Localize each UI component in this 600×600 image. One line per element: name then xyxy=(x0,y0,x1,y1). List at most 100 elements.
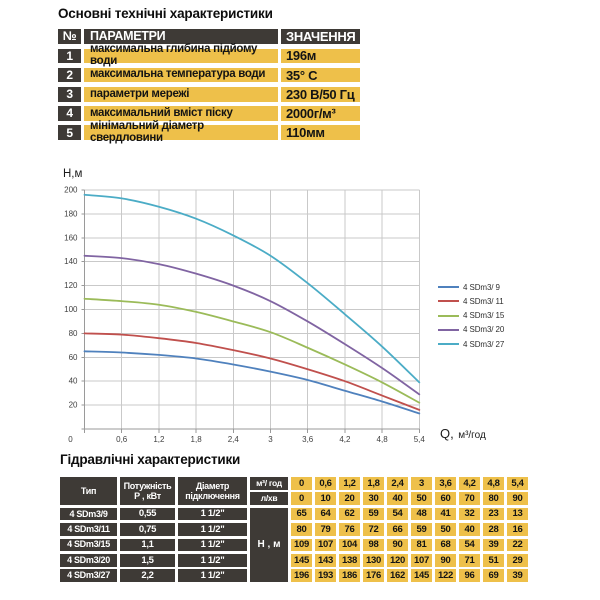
hyd-head-value: 193 xyxy=(315,569,336,582)
hyd-head-value: 90 xyxy=(435,553,456,567)
chart-x-axis-label-unit: м³/год xyxy=(458,430,486,441)
hyd-row-power: 1,5 xyxy=(120,553,175,567)
hyd-row-type: 4 SDm3/11 xyxy=(60,523,117,536)
hyd-head-value: 104 xyxy=(339,538,360,552)
legend-item: 4 SDm3/ 15 xyxy=(438,309,504,323)
hyd-head-value: 80 xyxy=(291,523,312,536)
hyd-head-value: 51 xyxy=(483,553,504,567)
hyd-flow-m3h-value: 3,6 xyxy=(435,477,456,490)
hyd-flow-lmin-value: 60 xyxy=(435,492,456,505)
hyd-header-diameter-line: Діаметр xyxy=(195,480,230,491)
x-tick-label: 4,8 xyxy=(377,435,389,444)
hyd-header-diameter-line: підключення xyxy=(185,490,240,501)
hyd-row-diameter: 1 1/2" xyxy=(178,523,247,536)
hyd-row-type: 4 SDm3/20 xyxy=(60,553,117,567)
hyd-head-value: 54 xyxy=(387,507,408,521)
x-tick-label: 0 xyxy=(68,435,73,444)
chart-x-axis-label-q: Q, xyxy=(440,426,454,441)
x-tick-label: 1,8 xyxy=(191,435,203,444)
legend-line-swatch xyxy=(438,314,459,317)
x-tick-label: 4,2 xyxy=(339,435,351,444)
spec-table: № ПАРАМЕТРИ ЗНАЧЕННЯ 1 максимальна глибина п… xyxy=(58,29,360,143)
hyd-row-diameter: 1 1/2" xyxy=(178,553,247,567)
hyd-head-value: 145 xyxy=(291,553,312,567)
y-tick-label: 60 xyxy=(69,353,78,362)
hyd-head-value: 90 xyxy=(387,538,408,552)
series-curve xyxy=(83,193,421,384)
hyd-flow-m3h-value: 0,6 xyxy=(315,477,336,490)
spec-row-parameter: мінімальний діаметр свердловини xyxy=(84,121,278,143)
hyd-head-value: 79 xyxy=(315,523,336,536)
spec-row-number: 2 xyxy=(58,67,81,83)
x-tick-label: 1,2 xyxy=(153,435,165,444)
series-curve xyxy=(83,254,421,396)
hyd-row-power: 1,1 xyxy=(120,538,175,552)
hyd-head-value: 40 xyxy=(459,523,480,536)
hyd-head-value: 130 xyxy=(363,553,384,567)
legend-line-swatch xyxy=(438,328,459,331)
y-tick-label: 40 xyxy=(69,377,78,386)
hydraulic-table: Тип Потужність Р , кВт Діаметр підключення м³… xyxy=(60,477,528,582)
hyd-flow-m3h-value: 1,2 xyxy=(339,477,360,490)
y-tick-label: 100 xyxy=(64,305,78,314)
hyd-header-diameter: Діаметр підключення xyxy=(178,477,247,505)
pump-curves-chart: Н,м 20 40 60 80 100 120 140 160 180 200 0 0,6 1,2 1,8… xyxy=(0,165,600,465)
series-curve xyxy=(83,350,421,415)
hyd-head-value: 72 xyxy=(363,523,384,536)
chart-x-axis-label: Q, м³/год xyxy=(440,425,486,443)
series-curve xyxy=(83,297,421,404)
y-tick-label: 200 xyxy=(64,186,78,195)
hyd-header-flow-lmin: л/хв xyxy=(250,492,288,505)
hyd-header-power-line: Р , кВт xyxy=(134,490,161,501)
hyd-head-value: 122 xyxy=(435,569,456,582)
hyd-head-value: 81 xyxy=(411,538,432,552)
chart-y-axis-label: Н,м xyxy=(63,168,83,180)
hyd-head-value: 143 xyxy=(315,553,336,567)
hyd-flow-lmin-value: 10 xyxy=(315,492,336,505)
hyd-head-value: 54 xyxy=(459,538,480,552)
hyd-row-type: 4 SDm3/27 xyxy=(60,569,117,582)
hyd-head-value: 41 xyxy=(435,507,456,521)
hyd-head-value: 48 xyxy=(411,507,432,521)
chart-plot-area: 20 40 60 80 100 120 140 160 180 200 0 0,6 1,2 1,8 2,4 3… xyxy=(64,186,426,445)
hyd-row-diameter: 1 1/2" xyxy=(178,569,247,582)
y-tick-label: 180 xyxy=(64,209,78,218)
legend-label: 4 SDm3/ 9 xyxy=(463,282,500,292)
x-tick-label: 3,6 xyxy=(302,435,314,444)
hyd-head-value: 109 xyxy=(291,538,312,552)
hyd-header-flow-m3h: м³/ год xyxy=(250,477,288,490)
spec-row-value: 2000г/м³ xyxy=(281,106,360,121)
hyd-row-type: 4 SDm3/9 xyxy=(60,507,117,521)
hyd-head-value: 186 xyxy=(339,569,360,582)
x-tick-label: 0,6 xyxy=(116,435,128,444)
hyd-flow-m3h-value: 1,8 xyxy=(363,477,384,490)
legend-item: 4 SDm3/ 20 xyxy=(438,323,504,337)
legend-item: 4 SDm3/ 11 xyxy=(438,294,504,308)
hyd-head-value: 145 xyxy=(411,569,432,582)
spec-row-parameter: параметри мережі xyxy=(84,86,278,102)
hyd-flow-lmin-value: 50 xyxy=(411,492,432,505)
hyd-flow-m3h-value: 2,4 xyxy=(387,477,408,490)
hyd-flow-lmin-value: 0 xyxy=(291,492,312,505)
y-tick-label: 20 xyxy=(69,401,78,410)
legend-label: 4 SDm3/ 20 xyxy=(463,325,505,335)
hyd-head-value: 69 xyxy=(483,569,504,582)
legend-label: 4 SDm3/ 15 xyxy=(463,311,505,321)
x-tick-label: 5,4 xyxy=(414,435,426,444)
legend-label: 4 SDm3/ 11 xyxy=(463,296,504,306)
hyd-flow-lmin-value: 30 xyxy=(363,492,384,505)
hyd-row-power: 2,2 xyxy=(120,569,175,582)
hyd-head-value: 59 xyxy=(363,507,384,521)
hyd-head-value: 16 xyxy=(507,523,528,536)
hyd-flow-m3h-value: 4,8 xyxy=(483,477,504,490)
chart-legend: 4 SDm3/ 9 4 SDm3/ 11 4 SDm3/ 15 4 SDm3/ 20 4… xyxy=(438,280,504,351)
hyd-head-value: 64 xyxy=(315,507,336,521)
hyd-head-value: 22 xyxy=(507,538,528,552)
hyd-row-diameter: 1 1/2" xyxy=(178,538,247,552)
y-tick-label: 80 xyxy=(69,329,78,338)
hyd-flow-lmin-value: 40 xyxy=(387,492,408,505)
bottom-section-title: Гідравлічні характеристики xyxy=(60,452,241,467)
spec-header-value: ЗНАЧЕННЯ xyxy=(281,29,360,44)
hyd-head-value: 32 xyxy=(459,507,480,521)
